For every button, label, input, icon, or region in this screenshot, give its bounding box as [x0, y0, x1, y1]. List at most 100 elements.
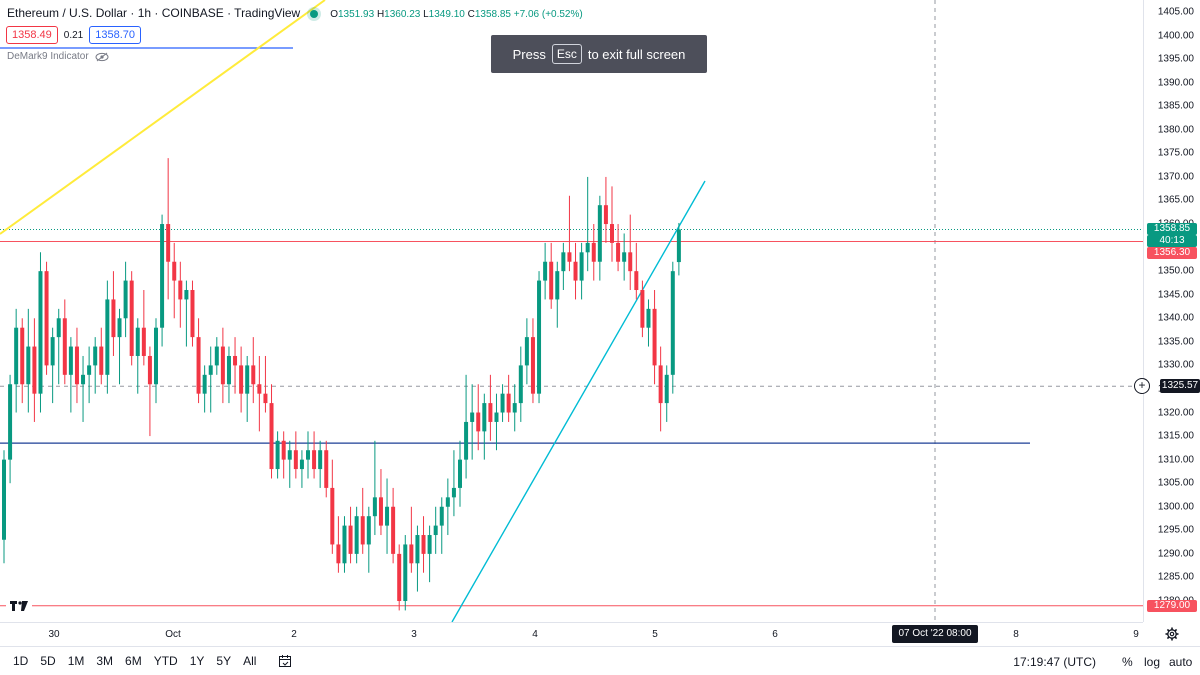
time-tick-label: 8 — [1013, 629, 1019, 640]
symbol-title[interactable]: Ethereum / U.S. Dollar · 1h · COINBASE ·… — [7, 6, 301, 20]
range-button-ytd[interactable]: YTD — [153, 654, 178, 668]
candle-body — [506, 393, 511, 413]
candle-body — [409, 544, 414, 564]
candle-body — [628, 252, 633, 272]
price-tick-label: 1290.00 — [1157, 548, 1194, 560]
range-button-all[interactable]: All — [243, 654, 257, 668]
candle-body — [391, 506, 396, 554]
candle-body — [433, 525, 438, 536]
indicator-name[interactable]: DeMark9 Indicator — [7, 51, 89, 62]
tradingview-logo-icon[interactable] — [6, 596, 32, 616]
candle-body — [464, 421, 469, 460]
auto-scale-toggle[interactable]: auto — [1169, 655, 1193, 669]
bottom-toolbar: 1D 5D 1M 3M 6M YTD 1Y 5Y All 17:19:47 (UTC) % lo… — [0, 646, 1200, 675]
price-tick-label: 1345.00 — [1157, 289, 1194, 301]
candle-body — [141, 327, 146, 356]
candle-body — [543, 261, 548, 281]
market-status-icon[interactable] — [310, 9, 319, 18]
candle-body — [500, 393, 505, 413]
candle-body — [214, 346, 219, 366]
candle-body — [178, 280, 183, 300]
range-button-1y[interactable]: 1Y — [189, 654, 205, 668]
candle-body — [324, 450, 329, 488]
price-tick-label: 1385.00 — [1157, 100, 1194, 112]
indicator-legend[interactable]: DeMark9 Indicator — [7, 51, 109, 62]
range-button-5d[interactable]: 5D — [40, 654, 56, 668]
add-alert-plus-icon[interactable]: + — [1134, 378, 1150, 395]
candlestick-chart[interactable] — [0, 0, 1143, 622]
candle-body — [135, 327, 140, 356]
candle-body — [573, 261, 578, 281]
candle-body — [93, 346, 98, 366]
candle-body — [220, 346, 225, 385]
candle-body — [610, 224, 614, 243]
range-button-1d[interactable]: 1D — [13, 654, 29, 668]
sell-price-button[interactable]: 1358.49 — [6, 26, 58, 44]
time-tick-label: 2 — [291, 629, 297, 640]
candle-body — [476, 412, 481, 432]
candle-body — [8, 384, 13, 460]
price-tick-label: 1395.00 — [1157, 53, 1194, 65]
candle-body — [32, 346, 37, 394]
candle-body — [385, 506, 390, 526]
candle-body — [579, 252, 584, 281]
candle-body — [360, 516, 365, 545]
quote-row: 1358.49 0.21 1358.70 — [6, 26, 141, 44]
goto-date-calendar-icon[interactable] — [278, 654, 292, 668]
candle-body — [160, 224, 165, 328]
utc-clock[interactable]: 17:19:47 (UTC) — [1013, 655, 1096, 669]
candle-body — [670, 271, 675, 375]
candle-countdown-tag: 40:13 — [1147, 235, 1197, 248]
candle-body — [208, 365, 213, 375]
toast-text-after: to exit full screen — [587, 46, 686, 62]
eye-hidden-icon[interactable] — [95, 52, 109, 62]
candle-body — [154, 327, 158, 385]
price-tick-label: 1330.00 — [1157, 359, 1194, 371]
candle-body — [494, 412, 499, 422]
resistance-price-tag: 1356.30 — [1147, 247, 1197, 260]
candle-body — [239, 365, 244, 394]
chart-area[interactable]: Ethereum / U.S. Dollar · 1h · COINBASE ·… — [0, 0, 1143, 622]
range-button-6m[interactable]: 6M — [125, 654, 142, 668]
candle-body — [275, 440, 280, 470]
price-tick-label: 1390.00 — [1157, 77, 1194, 89]
time-tick-label: 3 — [411, 629, 417, 640]
high-label: H — [376, 9, 385, 20]
candle-body — [518, 365, 523, 404]
spread-value: 0.21 — [63, 29, 84, 41]
range-button-3m[interactable]: 3M — [96, 654, 114, 668]
candle-body — [415, 535, 420, 564]
price-tick-label: 1405.00 — [1157, 6, 1194, 18]
buy-price-button[interactable]: 1358.70 — [89, 26, 141, 44]
range-button-1m[interactable]: 1M — [67, 654, 85, 668]
price-axis[interactable]: 1405.00 1400.00 1395.00 1390.00 1385.00 1380.… — [1134, 0, 1200, 622]
candle-body — [226, 355, 231, 385]
toast-text-before: Press — [512, 46, 546, 62]
candle-body — [87, 365, 92, 375]
candle-body — [245, 365, 250, 394]
candle-body — [196, 337, 201, 394]
candle-body — [470, 412, 475, 422]
percent-scale-toggle[interactable]: % — [1122, 655, 1133, 669]
range-button-5y[interactable]: 5Y — [216, 654, 232, 668]
fullscreen-toast: Press Esc to exit full screen — [491, 35, 707, 73]
candle-body — [172, 261, 177, 281]
price-tick-label: 1375.00 — [1157, 147, 1194, 159]
price-tick-label: 1295.00 — [1157, 524, 1194, 536]
candle-body — [372, 497, 377, 517]
candle-body — [530, 337, 535, 394]
chart-settings-gear-icon[interactable] — [1143, 622, 1200, 646]
candle-body — [403, 544, 408, 601]
log-scale-toggle[interactable]: log — [1144, 655, 1161, 669]
candle-body — [263, 393, 268, 404]
time-axis[interactable]: 07 Oct '22 08:00 30 Oct 2 3 4 5 6 8 9 — [0, 622, 1143, 646]
candle-body — [111, 299, 116, 338]
candle-body — [524, 337, 529, 366]
candle-body — [318, 450, 323, 470]
price-tick-label: 1310.00 — [1157, 454, 1194, 466]
close-value: 1358.85 — [474, 9, 511, 20]
candle-body — [640, 290, 645, 328]
candle-body — [458, 459, 462, 488]
candle-body — [129, 280, 134, 356]
candle-body — [549, 261, 554, 300]
